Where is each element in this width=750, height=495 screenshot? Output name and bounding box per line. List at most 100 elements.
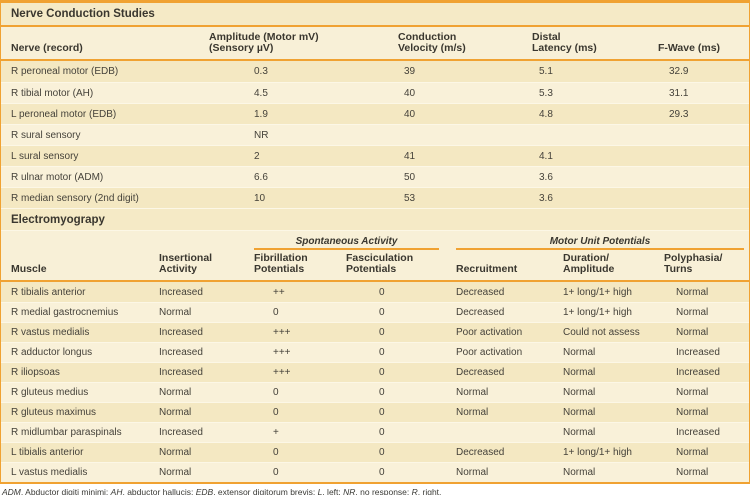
emg-value-cell: Increased <box>676 347 720 358</box>
ncs-rows: R peroneal motor (EDB) 0.3 39 5.1 32.9 R tibi… <box>1 61 749 208</box>
emg-value-cell: 0 <box>379 286 385 298</box>
emg-label-cell: R midlumbar paraspinals <box>11 427 122 438</box>
ncs-header-f-wave: F-Wave (ms) <box>658 42 721 55</box>
ncs-section-title: Nerve Conduction Studies <box>1 3 749 25</box>
ncs-row: R peroneal motor (EDB) 0.3 39 5.1 32.9 <box>1 61 749 82</box>
emg-header-duration-amplitude: Duration/ Amplitude <box>563 251 615 276</box>
ncs-row: R tibial motor (AH) 4.5 40 5.3 31.1 <box>1 82 749 103</box>
emg-value-cell: Normal <box>676 387 709 398</box>
emg-value-cell: Increased <box>159 327 203 338</box>
emg-value-cell: 0 <box>379 427 385 438</box>
footnote-text: , Abductor digiti minimi; <box>20 487 111 495</box>
emg-header-divider <box>1 280 749 282</box>
footnote-text: , extensor digitorum brevis; <box>213 487 318 495</box>
ncs-row: L peroneal motor (EDB) 1.9 40 4.8 29.3 <box>1 103 749 124</box>
emg-row: L vastus medialis Normal 0 0 Normal Normal Nor… <box>1 462 749 482</box>
emg-value-cell: 0 <box>273 447 279 458</box>
emg-value-cell: Normal <box>159 447 192 458</box>
emg-value-cell: Normal <box>676 327 709 338</box>
footnote-abbreviation: NR <box>343 487 356 495</box>
ncs-label-cell: R peroneal motor (EDB) <box>11 66 119 77</box>
emg-value-cell: 0 <box>379 387 385 398</box>
ncs-header-conduction-velocity: Conduction Velocity (m/s) <box>398 30 466 55</box>
emg-value-cell: Increased <box>159 286 203 298</box>
emg-group-spacer <box>1 231 246 250</box>
emg-row: R iliopsoas Increased +++ 0 Decreased Normal I… <box>1 362 749 382</box>
emg-value-cell: 0 <box>273 407 279 418</box>
ncs-label-cell: R ulnar motor (ADM) <box>11 171 104 183</box>
emg-row: R adductor longus Increased +++ 0 Poor activ… <box>1 342 749 362</box>
ncs-value-cell: 41 <box>404 150 416 162</box>
ncs-value-cell: 3.6 <box>539 171 553 183</box>
emg-header-recruitment: Recruitment <box>456 263 518 276</box>
ncs-value-cell: 5.3 <box>539 87 553 99</box>
emg-group-spontaneous-activity: Spontaneous Activity <box>254 231 439 250</box>
emg-value-cell: Normal <box>676 407 709 418</box>
ncs-value-cell: 4.1 <box>539 150 553 162</box>
emg-label-cell: R gluteus maximus <box>11 407 97 418</box>
emg-value-cell: 1+ long/1+ high <box>563 447 632 458</box>
footnote-abbreviation: L <box>317 487 323 495</box>
emg-value-cell: Normal <box>563 347 596 358</box>
emg-value-cell: Normal <box>159 407 192 418</box>
emg-label-cell: L tibialis anterior <box>11 447 84 458</box>
emg-value-cell: Normal <box>159 307 192 318</box>
ncs-label-cell: L peroneal motor (EDB) <box>11 108 117 120</box>
emg-value-cell: +++ <box>273 327 291 338</box>
emg-value-cell: Decreased <box>456 447 505 458</box>
emg-label-cell: R tibialis anterior <box>11 286 86 298</box>
footnote-text: , right. <box>417 487 442 495</box>
emg-header-polyphasia-turns: Polyphasia/ Turns <box>664 251 723 276</box>
ncs-label-cell: R tibial motor (AH) <box>11 87 94 99</box>
emg-value-cell: 0 <box>273 387 279 398</box>
emg-value-cell: 0 <box>379 467 385 478</box>
emg-label-cell: L vastus medialis <box>11 467 88 478</box>
emg-label-cell: R gluteus medius <box>11 387 89 398</box>
ncs-header-divider <box>1 59 749 61</box>
emg-header-fibrillation-potentials: Fibrillation Potentials <box>254 251 308 276</box>
emg-value-cell: Normal <box>456 387 489 398</box>
emg-value-cell: Normal <box>159 467 192 478</box>
ncs-title-divider <box>1 25 749 27</box>
results-table: Nerve Conduction Studies Nerve (record) … <box>0 0 750 484</box>
emg-value-cell: Normal <box>676 307 709 318</box>
ncs-label-cell: R median sensory (2nd digit) <box>11 192 139 204</box>
emg-value-cell: 0 <box>379 347 385 358</box>
emg-row: R tibialis anterior Increased ++ 0 Decreased… <box>1 282 749 302</box>
ncs-value-cell: 10 <box>254 192 266 204</box>
emg-value-cell: +++ <box>273 367 291 378</box>
footnote-text: , no response; <box>355 487 412 495</box>
emg-value-cell: Decreased <box>456 367 505 378</box>
emg-value-cell: 0 <box>273 467 279 478</box>
emg-label-cell: R vastus medialis <box>11 327 90 338</box>
ncs-label-cell: L sural sensory <box>11 150 79 162</box>
ncs-header-row: Nerve (record) Amplitude (Motor mV) (Sen… <box>1 27 749 59</box>
emg-value-cell: 0 <box>273 307 279 318</box>
emg-value-cell: Decreased <box>456 307 505 318</box>
footnote-text: , abductor hallucis; <box>122 487 196 495</box>
emg-value-cell: 0 <box>379 447 385 458</box>
emg-value-cell: 0 <box>379 407 385 418</box>
ncs-value-cell: 3.6 <box>539 192 553 204</box>
footnote-abbreviation: EDB <box>195 487 214 495</box>
ncs-label-cell: R sural sensory <box>11 129 81 141</box>
ncs-value-cell: 50 <box>404 171 416 183</box>
ncs-value-cell: 40 <box>404 108 416 120</box>
ncs-row: R median sensory (2nd digit) 10 53 3.6 <box>1 187 749 208</box>
emg-group-motor-unit-potentials: Motor Unit Potentials <box>456 231 744 250</box>
emg-rows: R tibialis anterior Increased ++ 0 Decreased… <box>1 282 749 482</box>
emg-value-cell: Normal <box>563 387 596 398</box>
ncs-value-cell: 39 <box>404 66 416 77</box>
emg-value-cell: Normal <box>676 467 709 478</box>
ncs-value-cell: 0.3 <box>254 66 268 77</box>
ncs-value-cell: NR <box>254 129 269 141</box>
ncs-header-nerve: Nerve (record) <box>11 42 83 55</box>
emg-value-cell: Poor activation <box>456 327 523 338</box>
emg-value-cell: 0 <box>379 307 385 318</box>
emg-row: R vastus medialis Increased +++ 0 Poor activ… <box>1 322 749 342</box>
emg-value-cell: ++ <box>273 286 285 298</box>
ncs-value-cell: 32.9 <box>669 66 689 77</box>
emg-value-cell: Increased <box>159 367 203 378</box>
emg-row: R midlumbar paraspinals Increased +0 Normal… <box>1 422 749 442</box>
